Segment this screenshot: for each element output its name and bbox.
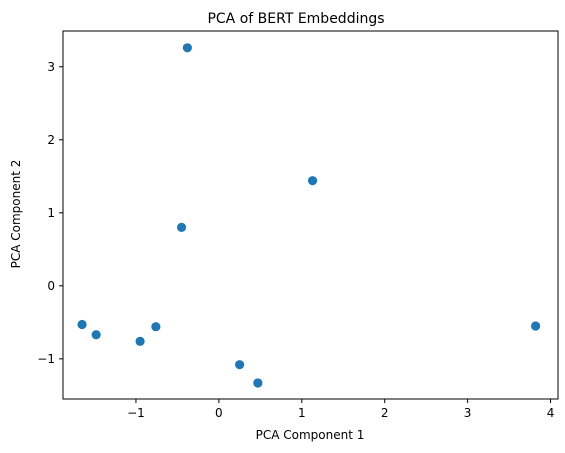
x-tick-label: −1 [127, 406, 145, 420]
y-tick-label: 1 [47, 206, 55, 220]
data-point-4 [77, 319, 87, 330]
y-tick-label: 0 [47, 279, 55, 293]
x-tick-label: 2 [381, 406, 389, 420]
data-point-7 [135, 336, 145, 346]
data-point-6 [151, 322, 161, 332]
x-tick-label: 3 [464, 406, 472, 420]
x-axis-ticks: −1 0 1 2 3 4 [127, 399, 554, 420]
x-tick-label: 4 [547, 406, 555, 420]
data-point-3 [176, 222, 187, 233]
x-tick-label: 0 [215, 406, 223, 420]
y-tick-label: 2 [47, 133, 55, 147]
data-point-10 [531, 321, 541, 331]
data-point-8 [235, 360, 245, 370]
x-tick-label: 1 [298, 406, 306, 420]
chart-title: PCA of BERT Embeddings [207, 11, 384, 27]
data-points [77, 43, 541, 388]
data-point-1 [182, 43, 192, 53]
data-point-2 [307, 176, 318, 186]
y-tick-label: −1 [37, 352, 55, 366]
y-axis-ticks: −1 0 1 2 3 [37, 60, 63, 366]
data-point-9 [253, 378, 263, 388]
y-axis-title: PCA Component 2 [9, 160, 23, 269]
data-point-5 [91, 330, 101, 340]
plot-frame [62, 30, 559, 400]
y-tick-label: 3 [47, 60, 55, 74]
x-axis-title: PCA Component 1 [256, 428, 365, 442]
